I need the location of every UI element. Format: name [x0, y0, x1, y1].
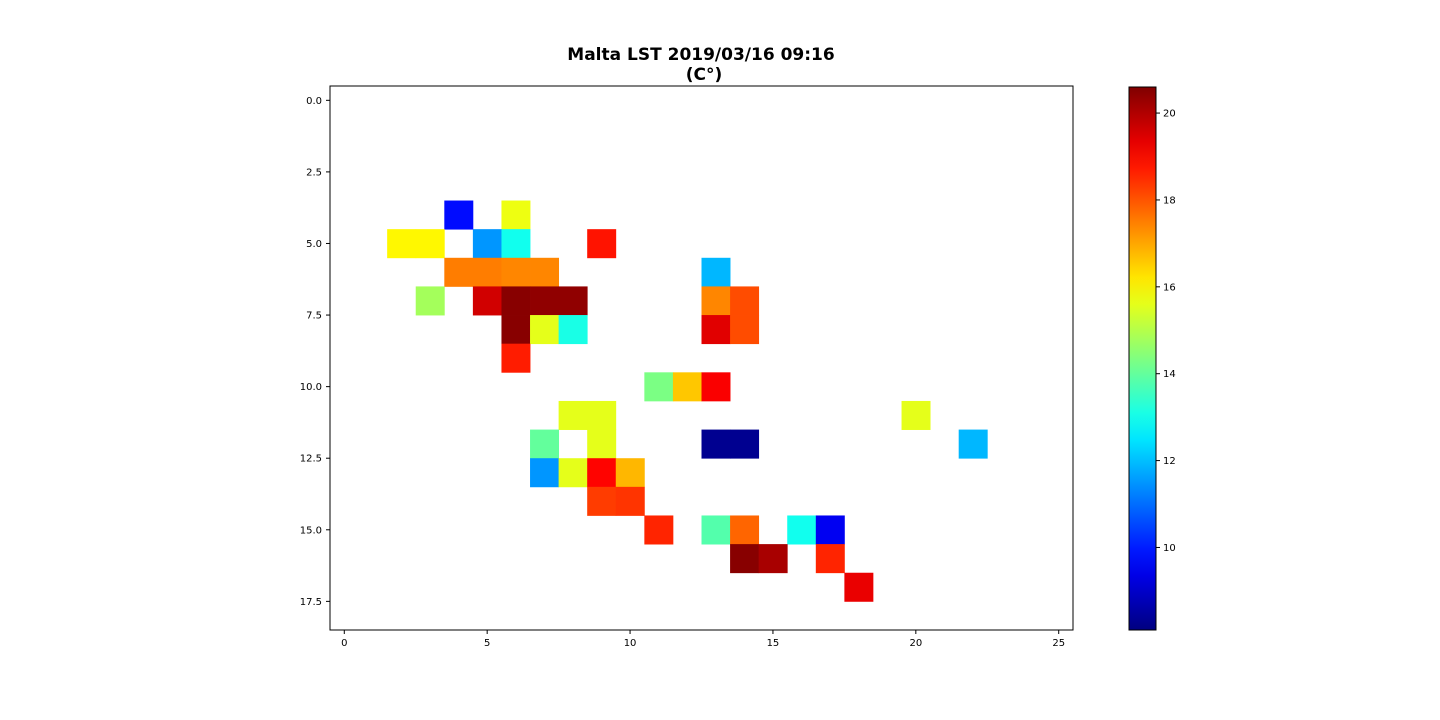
- y-tick-label: 5.0: [306, 239, 322, 250]
- heatmap-cell: [615, 486, 645, 516]
- colorbar-tick-label: 20: [1163, 109, 1176, 120]
- colorbar-frame: [1128, 86, 1157, 631]
- heatmap-cell: [530, 458, 560, 488]
- colorbar-tick-label: 14: [1163, 369, 1176, 380]
- chart-subtitle: (C°): [686, 65, 723, 85]
- heatmap-cell: [844, 572, 874, 602]
- chart-title: Malta LST 2019/03/16 09:16: [567, 45, 834, 65]
- heatmap-cell: [415, 229, 445, 259]
- colorbar-tick-label: 18: [1163, 195, 1176, 206]
- heatmap-cell: [701, 286, 731, 316]
- heatmap-cell: [701, 257, 731, 287]
- heatmap-cell: [644, 515, 674, 545]
- heatmap-cell: [558, 458, 588, 488]
- heatmap-cell: [501, 229, 531, 259]
- y-tick-label: 2.5: [306, 167, 322, 178]
- x-tick-label: 0: [341, 638, 347, 649]
- heatmap-cell: [958, 429, 988, 459]
- heatmap-cell: [472, 257, 502, 287]
- plot-area-frame: [329, 85, 1074, 631]
- heatmap-cell: [472, 286, 502, 316]
- heatmap-cell: [901, 400, 931, 430]
- heatmap-cell: [701, 315, 731, 345]
- heatmap-cell: [501, 257, 531, 287]
- heatmap-cell: [501, 315, 531, 345]
- heatmap-cell: [530, 257, 560, 287]
- heatmap-cell: [587, 429, 617, 459]
- colorbar-gradient: [1129, 87, 1156, 630]
- heatmap-cell: [615, 458, 645, 488]
- heatmap-cell: [587, 486, 617, 516]
- heatmap-cell: [587, 229, 617, 259]
- y-tick-label: 12.5: [300, 454, 322, 465]
- x-tick-label: 5: [484, 638, 490, 649]
- heatmap-cell: [730, 286, 760, 316]
- y-tick-label: 7.5: [306, 311, 322, 322]
- heatmap-cell: [558, 286, 588, 316]
- x-tick-label: 15: [767, 638, 780, 649]
- heatmap-cell: [758, 544, 788, 574]
- heatmap-cell: [644, 372, 674, 402]
- heatmap-cell: [815, 515, 845, 545]
- heatmap-cell: [730, 515, 760, 545]
- heatmap-cell: [730, 315, 760, 345]
- colorbar-tick-label: 16: [1163, 282, 1176, 293]
- heatmap-cells: [387, 200, 988, 602]
- heatmap-cell: [672, 372, 702, 402]
- x-tick-label: 25: [1052, 638, 1065, 649]
- heatmap-cell: [558, 315, 588, 345]
- heatmap-cell: [530, 286, 560, 316]
- y-axis: 0.0 2.5 5.0 7.5 10.0 12.5 15.0 17.5: [300, 96, 330, 608]
- heatmap-cell: [701, 429, 731, 459]
- y-tick-label: 17.5: [300, 597, 322, 608]
- colorbar-tick-label: 12: [1163, 456, 1176, 467]
- heatmap-cell: [701, 372, 731, 402]
- heatmap-cell: [530, 315, 560, 345]
- heatmap-cell: [415, 286, 445, 316]
- heatmap-cell: [730, 429, 760, 459]
- heatmap-cell: [501, 343, 531, 373]
- heatmap-cell: [530, 429, 560, 459]
- heatmap-cell: [558, 400, 588, 430]
- y-tick-label: 0.0: [306, 96, 322, 107]
- heatmap-cell: [815, 544, 845, 574]
- heatmap-cell: [501, 286, 531, 316]
- x-tick-label: 20: [909, 638, 922, 649]
- heatmap-cell: [472, 229, 502, 259]
- heatmap-cell: [587, 400, 617, 430]
- y-tick-label: 15.0: [300, 525, 322, 536]
- x-axis: 0 5 10 15 20 25: [341, 630, 1065, 649]
- colorbar-tick-label: 10: [1163, 543, 1176, 554]
- heatmap-cell: [501, 200, 531, 230]
- y-tick-label: 10.0: [300, 382, 322, 393]
- heatmap-cell: [787, 515, 817, 545]
- heatmap-cell: [387, 229, 417, 259]
- heatmap-cell: [701, 515, 731, 545]
- heatmap-cell: [587, 458, 617, 488]
- heatmap-cell: [444, 257, 474, 287]
- x-tick-label: 10: [624, 638, 637, 649]
- heatmap-cell: [444, 200, 474, 230]
- colorbar-axis: 10 12 14 16 18 20: [1156, 109, 1176, 554]
- heatmap-cell: [730, 544, 760, 574]
